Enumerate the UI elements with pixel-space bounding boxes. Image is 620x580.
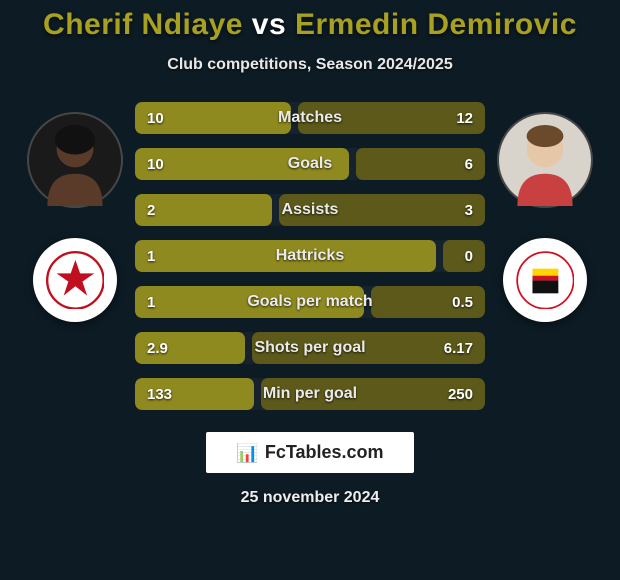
avatar-placeholder-icon xyxy=(29,114,121,206)
stat-value-left: 2 xyxy=(147,194,155,226)
stat-value-right: 3 xyxy=(465,194,473,226)
title-vs: vs xyxy=(252,8,286,41)
stat-row: 23Assists xyxy=(135,194,485,226)
subtitle: Club competitions, Season 2024/2025 xyxy=(167,56,452,74)
stat-row: 10Hattricks xyxy=(135,240,485,272)
stat-value-left: 10 xyxy=(147,102,164,134)
stat-value-right: 0.5 xyxy=(452,286,473,318)
title-player1: Cherif Ndiaye xyxy=(43,8,243,41)
stat-fill-left xyxy=(135,286,364,318)
page-title: Cherif Ndiaye vs Ermedin Demirovic xyxy=(43,8,577,42)
player1-avatar xyxy=(27,112,123,208)
stat-row: 1012Matches xyxy=(135,102,485,134)
stat-value-right: 6.17 xyxy=(444,332,473,364)
stat-bars: 1012Matches106Goals23Assists10Hattricks1… xyxy=(135,102,485,410)
stat-fill-left xyxy=(135,240,436,272)
stat-value-right: 250 xyxy=(448,378,473,410)
stat-fill-left xyxy=(135,194,272,226)
stat-fill-left xyxy=(135,148,349,180)
stat-row: 10.5Goals per match xyxy=(135,286,485,318)
footer-date: 25 november 2024 xyxy=(241,489,380,507)
stat-value-right: 6 xyxy=(465,148,473,180)
player1-club-badge xyxy=(33,238,117,322)
stat-row: 133250Min per goal xyxy=(135,378,485,410)
player2-club-badge xyxy=(503,238,587,322)
player2-avatar xyxy=(497,112,593,208)
comparison-card: Cherif Ndiaye vs Ermedin Demirovic Club … xyxy=(0,0,620,580)
club-badge-icon xyxy=(516,251,575,310)
avatar-placeholder-icon xyxy=(499,114,591,206)
stat-value-right: 12 xyxy=(456,102,473,134)
stat-value-right: 0 xyxy=(465,240,473,272)
brand-text: FcTables.com xyxy=(265,442,384,463)
stat-row: 106Goals xyxy=(135,148,485,180)
stat-value-left: 10 xyxy=(147,148,164,180)
content-row: 1012Matches106Goals23Assists10Hattricks1… xyxy=(0,102,620,410)
stat-value-left: 1 xyxy=(147,240,155,272)
left-side xyxy=(15,102,135,322)
stat-value-left: 2.9 xyxy=(147,332,168,364)
chart-icon: 📊 xyxy=(236,444,258,462)
stat-value-left: 1 xyxy=(147,286,155,318)
right-side xyxy=(485,102,605,322)
stat-fill-right xyxy=(279,194,485,226)
brand-badge: 📊 FcTables.com xyxy=(206,432,413,473)
title-player2: Ermedin Demirovic xyxy=(295,8,577,41)
stat-row: 2.96.17Shots per goal xyxy=(135,332,485,364)
stat-value-left: 133 xyxy=(147,378,172,410)
club-badge-icon xyxy=(46,251,105,310)
